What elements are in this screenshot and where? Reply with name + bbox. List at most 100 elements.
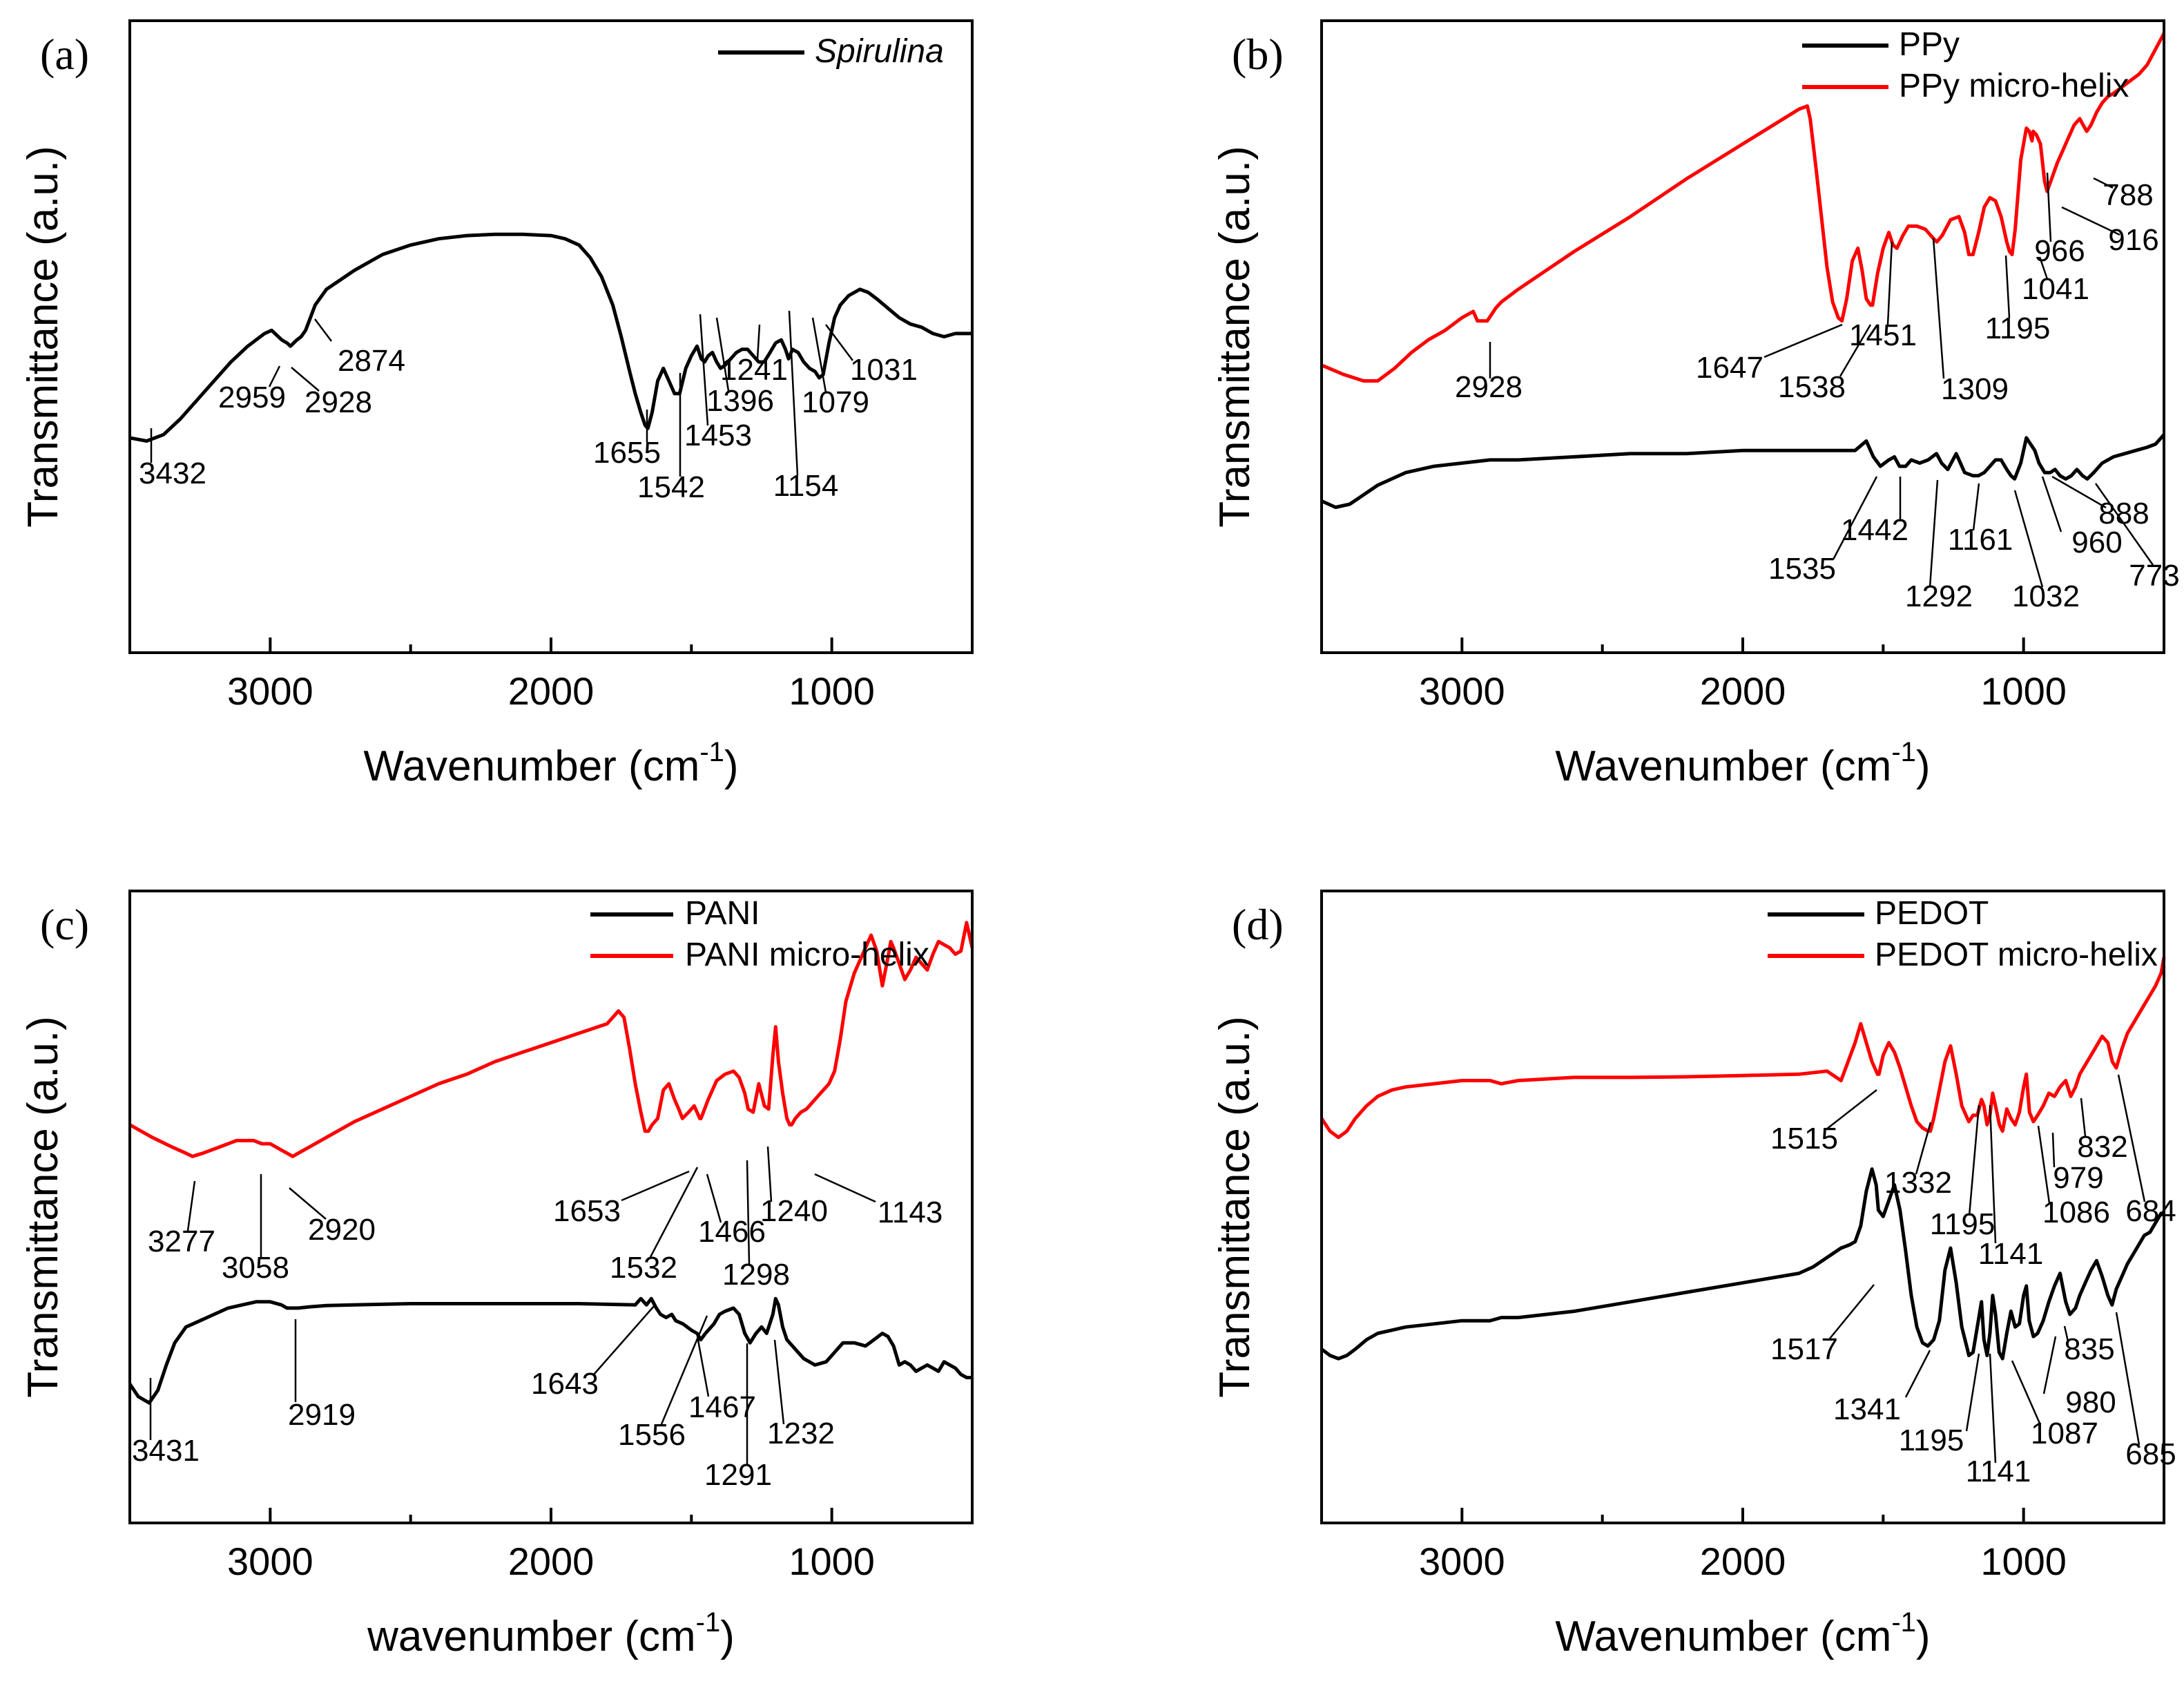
x-axis-title: Wavenumber (cm-1) <box>363 737 738 790</box>
peak-label: 1079 <box>802 385 869 419</box>
peak-label: 1195 <box>1930 1207 1995 1241</box>
peak-label: 2928 <box>1455 370 1523 404</box>
peak-leader-line <box>2038 256 2049 280</box>
peak-label: 1241 <box>720 353 788 387</box>
peak-label: 2959 <box>218 381 286 414</box>
panel-d: 3000 2000 1000 Wavenumber (cm-1) Transmittan… <box>1211 890 2176 1660</box>
legend-label: PANI <box>685 895 760 932</box>
panel-label: (c) <box>40 900 89 949</box>
peak-label: 888 <box>2098 497 2149 530</box>
x-tick-label: 2000 <box>1700 1540 1786 1583</box>
x-tick-label: 3000 <box>227 669 313 713</box>
peak-label: 1341 <box>1833 1392 1901 1426</box>
peak-leader-line <box>746 1160 751 1265</box>
x-axis-title: Wavenumber (cm-1) <box>1555 737 1930 790</box>
peak-label: 1532 <box>610 1251 677 1285</box>
peak-label: 684 <box>2125 1194 2176 1228</box>
peak-leader-line <box>2094 483 2154 566</box>
peak-label: 3058 <box>222 1251 289 1285</box>
peak-leader-line <box>186 1180 196 1231</box>
legend-label: Spirulina <box>815 33 944 70</box>
peak-label: 1087 <box>2031 1417 2098 1450</box>
y-axis-title: Transmittance (a.u.) <box>1211 146 1259 527</box>
series-line-spirulina <box>129 232 972 443</box>
peak-label: 1032 <box>2012 579 2080 613</box>
plot-frame <box>128 890 974 1524</box>
peak-leader-line <box>660 1315 708 1425</box>
x-tick-label: 1000 <box>789 1540 875 1583</box>
peak-leader-line <box>621 1170 690 1202</box>
x-axis-title: Wavenumber (cm-1) <box>1555 1607 1930 1660</box>
peak-label: 685 <box>2125 1437 2176 1471</box>
x-tick-label: 2000 <box>508 1540 595 1583</box>
peak-label: 1154 <box>773 469 839 503</box>
peak-leader-line <box>649 1167 699 1258</box>
peak-leader-line <box>2046 172 2052 242</box>
peak-leader-line <box>1763 323 1843 358</box>
x-axis-title-superscript: -1 <box>696 1607 721 1638</box>
peak-label: 1467 <box>688 1390 756 1424</box>
peak-label: 1396 <box>706 384 774 418</box>
peak-label: 1309 <box>1941 372 2009 406</box>
x-tick-label: 1000 <box>1980 669 2067 713</box>
peak-label: 1453 <box>684 419 752 452</box>
x-axis-title-superscript: -1 <box>1891 737 1916 767</box>
legend-label: PEDOT micro-helix <box>1875 937 2158 973</box>
panel-a: 3000 2000 1000 Wavenumber (cm-1) Transmittan… <box>19 19 974 790</box>
peak-leader-line <box>1829 1284 1875 1339</box>
x-axis-title-superscript: -1 <box>699 737 724 767</box>
x-tick-label: 1000 <box>1980 1540 2067 1583</box>
peak-label: 1143 <box>878 1196 943 1229</box>
peak-leader-line <box>2004 255 2011 318</box>
peak-leader-line <box>291 367 320 392</box>
peak-leader-line <box>1915 1122 1932 1175</box>
peak-label: 1161 <box>1948 523 2013 557</box>
peak-leader-line <box>314 318 332 342</box>
peak-label: 2920 <box>308 1213 376 1247</box>
peak-label: 832 <box>2077 1130 2127 1164</box>
peak-label: 1653 <box>553 1194 621 1228</box>
peak-leader-line <box>1839 324 1872 377</box>
y-axis-title: Transmittance (a.u.) <box>19 146 67 527</box>
peak-label: 3277 <box>148 1225 215 1258</box>
peak-label: 2874 <box>338 344 405 378</box>
peak-label: 2928 <box>305 385 372 419</box>
peak-label: 1195 <box>1899 1423 1964 1457</box>
peak-label: 1442 <box>1841 513 1908 547</box>
peak-leader-line <box>2051 1132 2056 1168</box>
peak-leader-line <box>2037 1125 2051 1204</box>
peak-leader-line <box>2117 1074 2146 1202</box>
peak-label: 1292 <box>1905 579 1973 613</box>
x-tick-label: 3000 <box>1419 669 1505 713</box>
peak-leader-line <box>2051 475 2107 509</box>
peak-label: 1041 <box>2022 272 2089 306</box>
series-line-pedot-micro-helix <box>1320 957 2166 1140</box>
legend-label: PEDOT <box>1875 895 1989 932</box>
peak-leader-line <box>268 365 281 387</box>
peak-label: 835 <box>2064 1332 2114 1366</box>
plot-frame <box>128 19 974 654</box>
peak-label: 1517 <box>1770 1332 1838 1366</box>
peak-leader-line <box>2011 1360 2042 1426</box>
peak-leader-line <box>2042 1336 2057 1394</box>
peak-label: 773 <box>2129 559 2179 593</box>
peak-leader-line <box>2041 476 2062 533</box>
peak-label: 916 <box>2108 223 2158 257</box>
x-tick-label: 2000 <box>1700 669 1786 713</box>
peak-label: 1141 <box>1966 1455 2031 1488</box>
peak-label: 1538 <box>1778 370 1846 404</box>
x-tick-label: 3000 <box>227 1540 313 1583</box>
peak-label: 980 <box>2065 1386 2116 1419</box>
peak-label: 1291 <box>704 1458 772 1492</box>
legend-label: PANI micro-helix <box>685 937 929 973</box>
peak-leader-line <box>2115 1312 2140 1446</box>
series-line-ppy <box>1320 433 2165 509</box>
legend-label: PPy micro-helix <box>1899 68 2129 104</box>
panel-label: (a) <box>40 30 89 79</box>
peak-leader-line <box>2061 206 2120 236</box>
peak-label: 3432 <box>139 457 206 490</box>
peak-label: 1515 <box>1770 1122 1838 1156</box>
peak-leader-line <box>706 1173 722 1223</box>
x-tick-label: 1000 <box>789 669 875 713</box>
x-tick-label: 3000 <box>1419 1540 1505 1583</box>
